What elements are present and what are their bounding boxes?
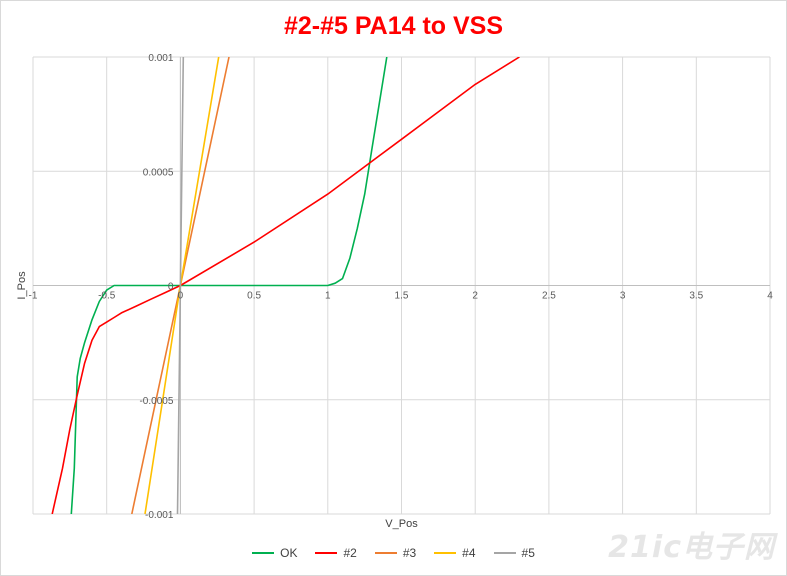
series-line (176, 57, 185, 514)
legend-item: #4 (434, 546, 476, 560)
y-tick-label: 0.001 (148, 53, 173, 64)
y-tick-label: 0 (168, 282, 174, 293)
legend-item: OK (252, 546, 297, 560)
x-tick-label: 3 (620, 291, 626, 302)
x-tick-label: 1.5 (395, 291, 409, 302)
legend-item: #5 (493, 546, 535, 560)
y-tick-label: 0.0005 (143, 167, 174, 178)
legend-swatch (434, 552, 457, 554)
y-tick-label: -0.001 (145, 510, 174, 521)
legend-swatch (374, 552, 397, 554)
legend-swatch (493, 552, 516, 554)
x-tick-label: 2.5 (542, 291, 556, 302)
x-axis-title: V_Pos (385, 518, 418, 530)
series-line (70, 57, 388, 514)
y-axis-title: I_Pos (16, 271, 28, 300)
x-tick-label: -0.5 (98, 291, 116, 302)
legend-item: #2 (315, 546, 357, 560)
watermark-logo: 21ic电子网 (608, 530, 775, 565)
x-tick-label: 0.5 (247, 291, 261, 302)
y-tick-label: -0.0005 (139, 396, 173, 407)
x-tick-label: 4 (767, 291, 773, 302)
x-tick-label: -1 (29, 291, 38, 302)
legend-label: #3 (402, 546, 417, 560)
legend-label: OK (280, 546, 298, 560)
legend-label: #4 (462, 546, 476, 560)
chart-title: #2-#5 PA14 to VSS (283, 12, 504, 40)
series-line (51, 57, 520, 514)
legend-swatch (252, 552, 275, 554)
legend-label: #2 (343, 546, 357, 560)
legend-label: #5 (521, 546, 535, 560)
x-tick-label: 1 (325, 291, 331, 302)
x-tick-label: 3.5 (689, 291, 703, 302)
x-tick-label: 2 (472, 291, 478, 302)
chart-legend: OK #2 #3 #4 #5 (0, 546, 787, 560)
x-tick-label: 0 (178, 291, 184, 302)
legend-item: #3 (374, 546, 417, 560)
legend-swatch (315, 552, 338, 554)
